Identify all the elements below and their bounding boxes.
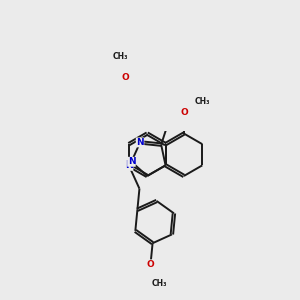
Text: O: O: [121, 73, 129, 82]
Text: N: N: [136, 138, 144, 147]
Text: N: N: [125, 160, 133, 170]
Text: CH₃: CH₃: [194, 97, 210, 106]
Text: N: N: [128, 157, 135, 166]
Text: CH₃: CH₃: [113, 52, 128, 61]
Text: O: O: [180, 108, 188, 117]
Text: O: O: [147, 260, 154, 269]
Text: CH₃: CH₃: [152, 279, 167, 288]
